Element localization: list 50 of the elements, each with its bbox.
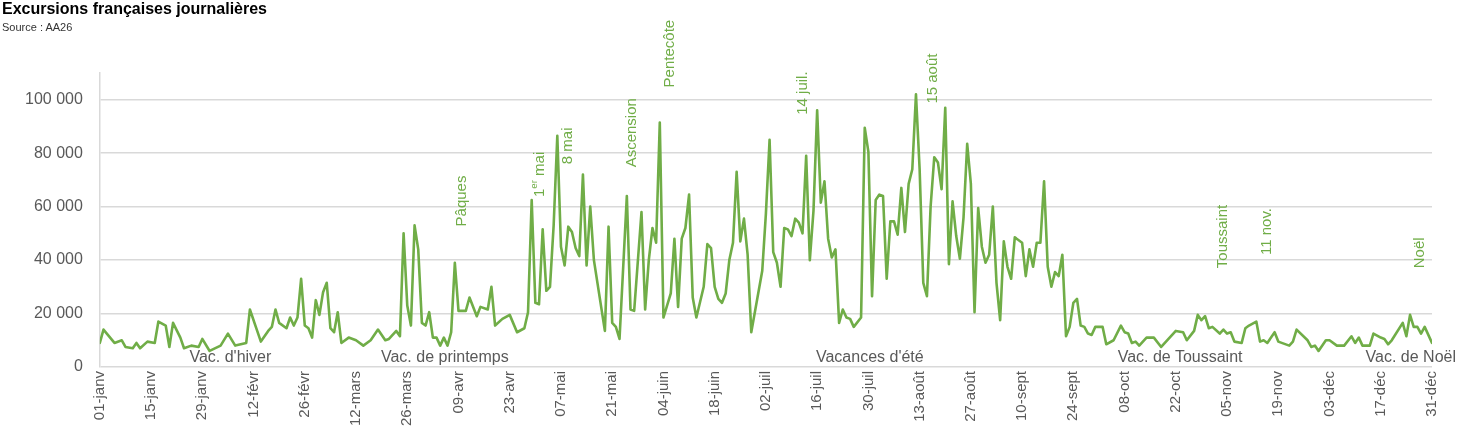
x-tick-label: 30-juil (858, 370, 876, 412)
annotation: Vacances d'été (815, 347, 924, 365)
annotation: 11 nov. (1256, 207, 1274, 255)
x-tick-label: 16-juil (807, 370, 825, 412)
annotation: Vac. de Toussaint (1117, 347, 1244, 365)
x-tick-label: 22-oct (1165, 370, 1183, 413)
x-tick-label: 05-nov (1217, 370, 1235, 417)
x-tick-label: 03-déc (1319, 370, 1337, 417)
x-tick-label: 07-mai (551, 370, 569, 417)
y-tick-label: 80 000 (33, 143, 83, 161)
y-tick-label: 40 000 (33, 250, 83, 268)
annotation: Vac. de printemps (380, 347, 509, 365)
annotation: Ascension (621, 98, 639, 168)
annotation: Pâques (452, 175, 470, 227)
x-tick-label: 26-mars (397, 370, 415, 426)
y-tick-label: 0 (73, 357, 83, 375)
annotation: Toussaint (1212, 204, 1230, 269)
x-tick-label: 21-mai (602, 370, 620, 417)
x-tick-label: 27-août (961, 370, 979, 422)
x-tick-label: 12-mars (346, 370, 364, 426)
annotation: Noël (1410, 237, 1428, 269)
x-tick-label: 15-janv (141, 370, 159, 421)
annotation: 8 mai (557, 127, 575, 165)
x-tick-label: 31-déc (1422, 370, 1440, 417)
annotation: Vac. d'hiver (189, 347, 273, 365)
x-tick-label: 08-oct (1114, 370, 1132, 413)
y-tick-label: 100 000 (24, 90, 83, 108)
annotation: 14 juil. (793, 71, 811, 115)
y-tick-label: 60 000 (33, 197, 83, 215)
annotation: Pentecôte (660, 19, 678, 88)
x-tick-label: 18-juin (704, 370, 722, 417)
chart-title: Excursions françaises journalières (2, 0, 268, 18)
x-tick-label: 09-avr (448, 370, 466, 414)
annotation: Vac. de Noël (1365, 347, 1456, 365)
source-note: Source : AA26 (2, 21, 73, 33)
annotation: 15 août (922, 52, 940, 104)
x-tick-label: 10-sept (1012, 370, 1030, 422)
x-tick-label: 26-févr (294, 370, 312, 418)
y-tick-label: 20 000 (33, 303, 83, 321)
x-tick-label: 17-déc (1370, 370, 1388, 417)
x-tick-label: 12-févr (243, 370, 261, 418)
x-tick-label: 23-avr (499, 370, 517, 414)
x-tick-label: 04-juin (653, 370, 671, 417)
x-tick-label: 19-nov (1268, 370, 1286, 417)
x-tick-label: 02-juil (756, 370, 774, 412)
annotation: 1er mai (527, 151, 547, 198)
x-tick-label: 13-août (909, 370, 927, 422)
x-tick-label: 01-janv (89, 370, 107, 421)
x-tick-label: 29-janv (192, 370, 210, 421)
x-tick-label: 24-sept (1063, 370, 1081, 422)
